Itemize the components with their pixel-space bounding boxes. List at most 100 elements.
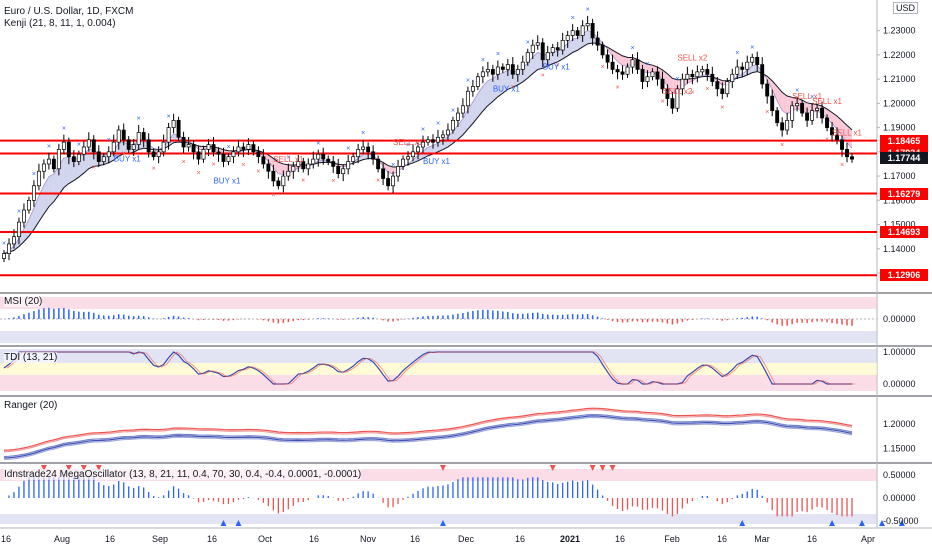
signal-dot: ×: [331, 178, 335, 185]
price-tick-label: 1.17000: [883, 171, 916, 181]
cloud-segment: [68, 157, 74, 184]
signal-dot: ×: [361, 130, 365, 137]
cloud-segment: [487, 78, 493, 106]
candle-body: [116, 129, 121, 143]
candle-body: [241, 146, 246, 150]
signal-dot: ×: [32, 171, 36, 178]
candle-body: [431, 139, 435, 143]
candle-body: [126, 139, 131, 150]
candle-body: [740, 66, 745, 70]
signal-dot: ×: [556, 62, 560, 69]
candle-body: [141, 132, 146, 141]
candle-body: [805, 112, 810, 121]
candle-body: [146, 139, 151, 153]
signal-dot: ×: [481, 57, 485, 64]
cloud-segment: [462, 109, 468, 135]
signal-dot: ×: [212, 162, 216, 169]
signal-dot: ×: [825, 137, 829, 144]
cloud-segment: [482, 80, 488, 112]
mega-buy-marker: [235, 520, 242, 526]
signal-dot: ×: [511, 84, 515, 91]
cloud-segment: [837, 116, 843, 136]
candle-body: [715, 81, 720, 90]
time-tick-label: 16: [515, 534, 525, 544]
candle-body: [545, 52, 550, 61]
candle-body: [181, 136, 186, 148]
candle-body: [845, 149, 849, 158]
signal-dot: ×: [167, 114, 171, 121]
candle-body: [770, 95, 775, 111]
tdi-line: [3, 351, 852, 385]
candles: × × × × × × × × × × × × × × × × × × × × × × × × × × × × × × × × × × × × × × × ×…: [2, 7, 854, 263]
candle-body: [760, 64, 765, 85]
candle-body: [46, 158, 51, 165]
candle-body: [346, 161, 351, 170]
candle-body: [71, 156, 76, 162]
candle-body: [705, 69, 710, 75]
cloud-segment: [782, 92, 788, 114]
tdi-signal-line: [6, 351, 855, 385]
cloud-segment: [657, 67, 663, 80]
candle-body: [700, 69, 705, 73]
signal-dot: ×: [92, 165, 96, 172]
candle-body: [810, 110, 815, 121]
signal-dot: ×: [152, 166, 156, 173]
candle-body: [326, 158, 331, 162]
ranger-tick-label: 1.20000: [883, 419, 916, 429]
candle-body: [610, 61, 615, 70]
signal-label: BUY x1: [213, 177, 241, 186]
candle-body: [815, 107, 820, 111]
candle-body: [236, 146, 241, 153]
cloud-segment: [612, 50, 618, 62]
candle-body: [725, 81, 730, 95]
candle-body: [580, 25, 585, 36]
ranger-line: [3, 416, 853, 461]
signal-dot: ×: [182, 159, 186, 166]
candle-body: [131, 144, 136, 150]
time-tick-label: 16: [309, 534, 319, 544]
cloud-segment: [437, 140, 443, 152]
candle-body: [735, 66, 740, 75]
candle-body: [825, 117, 830, 128]
price-tick-label: 1.14000: [883, 244, 916, 254]
candle-body: [391, 175, 396, 187]
candle-body: [176, 119, 181, 138]
candle-body: [211, 144, 216, 153]
cloud-segment: [622, 55, 628, 67]
time-tick-label: 2021: [560, 534, 580, 544]
tdi-tick-label: 1.00000: [883, 347, 916, 357]
cloud-segment: [447, 131, 453, 147]
candle-body: [151, 151, 156, 158]
signal-dot: ×: [571, 15, 575, 22]
cloud-segment: [472, 93, 478, 124]
signal-dot: ×: [391, 162, 395, 169]
cloud-segment: [23, 219, 29, 242]
signal-dot: ×: [601, 64, 605, 71]
candle-body: [216, 151, 221, 155]
time-tick-label: Sep: [152, 534, 168, 544]
candle-body: [800, 103, 805, 114]
candle-body: [685, 73, 690, 80]
mega-pane-title: Idnstrade24 MegaOscillator (13, 8, 21, 1…: [4, 469, 362, 480]
mega-sell-marker: [599, 465, 606, 471]
level-price-label: 1.14693: [880, 226, 928, 238]
candle-body: [555, 47, 560, 51]
cloud-segment: [667, 73, 673, 94]
mega-sell-marker: [95, 465, 102, 471]
time-tick-label: Nov: [360, 534, 377, 544]
candle-body: [386, 178, 391, 187]
candle-body: [61, 141, 66, 150]
cloud-segment: [557, 47, 563, 62]
candle-body: [730, 73, 735, 82]
price-tick-label: 1.19000: [883, 123, 916, 133]
price-tick-label: 1.23000: [883, 26, 916, 36]
candle-body: [480, 71, 485, 78]
candle-body: [750, 56, 755, 63]
cloud-segment: [73, 157, 79, 181]
signal-dot: ×: [675, 76, 679, 83]
signal-dot: ×: [346, 146, 350, 153]
signal-dot: ×: [77, 141, 81, 148]
tdi-tick-label: 0.00000: [883, 379, 916, 389]
